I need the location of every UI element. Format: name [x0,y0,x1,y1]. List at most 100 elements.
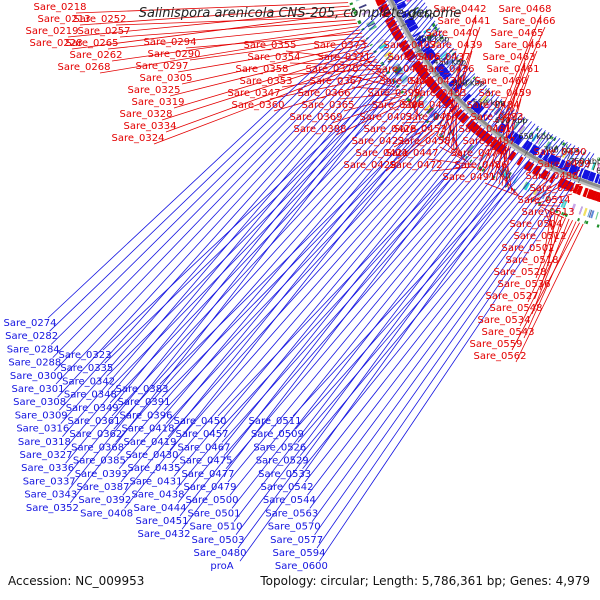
reverse-leader [307,145,576,496]
forward-gene-label: Sare_0297 [136,61,189,72]
forward-gene-label: Sare_0262 [70,50,123,61]
forward-gene-label: Sare_0483 [471,112,524,123]
feature-block [484,113,492,122]
forward-leader [436,14,477,136]
feature-block [426,107,434,115]
feature-block [470,123,479,133]
reverse-leader [292,134,554,417]
reverse-leader [118,60,465,470]
forward-leader [359,62,394,85]
feature-block [418,69,427,77]
feature-block [429,83,440,92]
forward-leader [67,9,352,38]
feature-block [462,93,472,103]
feature-block [367,22,376,28]
forward-gene-label: Sare_0562 [474,351,527,362]
feature-block [396,70,405,77]
feature-block [384,16,394,22]
feature-block [538,149,546,159]
reverse-gene-label: Sare_0435 [128,463,181,474]
feature-block [351,7,356,11]
reverse-gene-label: Sare_0284 [7,344,60,355]
feature-block [415,34,424,42]
feature-block [424,10,428,14]
reverse-gene-label: Sare_0323 [59,350,112,361]
forward-gene-label: Sare_0536 [498,279,551,290]
forward-leader [519,220,573,327]
forward-gene-label: Sare_0484 [467,100,520,111]
backbone-line [389,0,600,188]
reverse-gene-label: Sare_0542 [261,482,314,493]
reverse-leader [239,132,550,562]
reverse-leader [57,0,423,398]
forward-gene-label: Sare_0294 [144,37,197,48]
feature-block [391,78,395,81]
feature-block [428,81,438,90]
feature-block [376,38,384,44]
reverse-leader [159,73,476,385]
feature-block [549,135,553,139]
forward-gene-label: Sare_0325 [128,85,181,96]
reverse-leader [120,64,467,483]
feature-block [598,157,600,161]
feature-block [583,187,588,197]
forward-gene-label: Sare_0518 [506,255,559,266]
feature-block [513,176,519,184]
feature-block [440,52,448,59]
feature-block [381,47,389,53]
feature-block [569,182,575,192]
forward-leader [483,38,534,174]
forward-leader [185,32,363,49]
feature-block [553,137,557,142]
forward-leader [504,146,513,192]
forward-gene-label: Sare_0398 [372,100,425,111]
forward-gene-label: Sare_0371 [318,52,371,63]
feature-block [478,166,482,170]
feature-block [385,17,394,23]
feature-block [538,137,543,145]
feature-block [448,62,456,69]
gene-labels: Sare_0218Sare_0213Sare_0219Sare_0228Sare… [4,2,591,572]
forward-gene-label: Sare_0404 [376,64,429,75]
forward-gene-label: Sare_0455 [402,100,455,111]
forward-gene-label: Sare_0436 [422,64,475,75]
reverse-gene-label: Sare_0431 [130,476,183,487]
reverse-leader [167,85,487,438]
reverse-gene-label: Sare_0451 [136,516,189,527]
forward-leader [79,5,350,26]
feature-block [563,200,568,209]
tick-label: 400 kbp [417,35,450,44]
forward-gene-label: Sare_0489 [538,159,591,170]
feature-block [474,104,483,114]
tick-label: 550 kbp [473,98,506,107]
feature-block [380,61,384,65]
forward-leader [173,49,372,109]
feature-block [477,129,486,139]
forward-gene-label: Sare_0461 [487,64,540,75]
forward-gene-label: Sare_0433 [414,88,467,99]
feature-block [519,125,526,134]
feature-block [423,104,432,112]
feature-block [527,131,534,139]
feature-block [500,102,504,106]
feature-block [412,31,422,38]
reverse-gene-label: Sare_0385 [73,456,126,467]
feature-block [486,90,490,94]
reverse-leader [177,98,503,504]
feature-block [597,157,599,161]
forward-gene-label: Sare_0487 [463,136,516,147]
forward-leader [385,132,435,172]
forward-gene-label: Sare_0402 [380,76,433,87]
feature-block [483,98,490,105]
feature-block [398,40,408,48]
feature-block [417,38,427,46]
forward-gene-label: Sare_0512 [514,231,567,242]
tick-label: 500 kbp [452,79,485,88]
forward-gene-label: Sare_0213 [38,14,91,25]
reverse-gene-label: proA [210,561,233,572]
feature-block [426,33,435,40]
feature-block [467,144,475,153]
forward-gene-label: Sare_0453 [394,124,447,135]
reverse-leader [314,150,587,536]
feature-block [393,32,403,40]
